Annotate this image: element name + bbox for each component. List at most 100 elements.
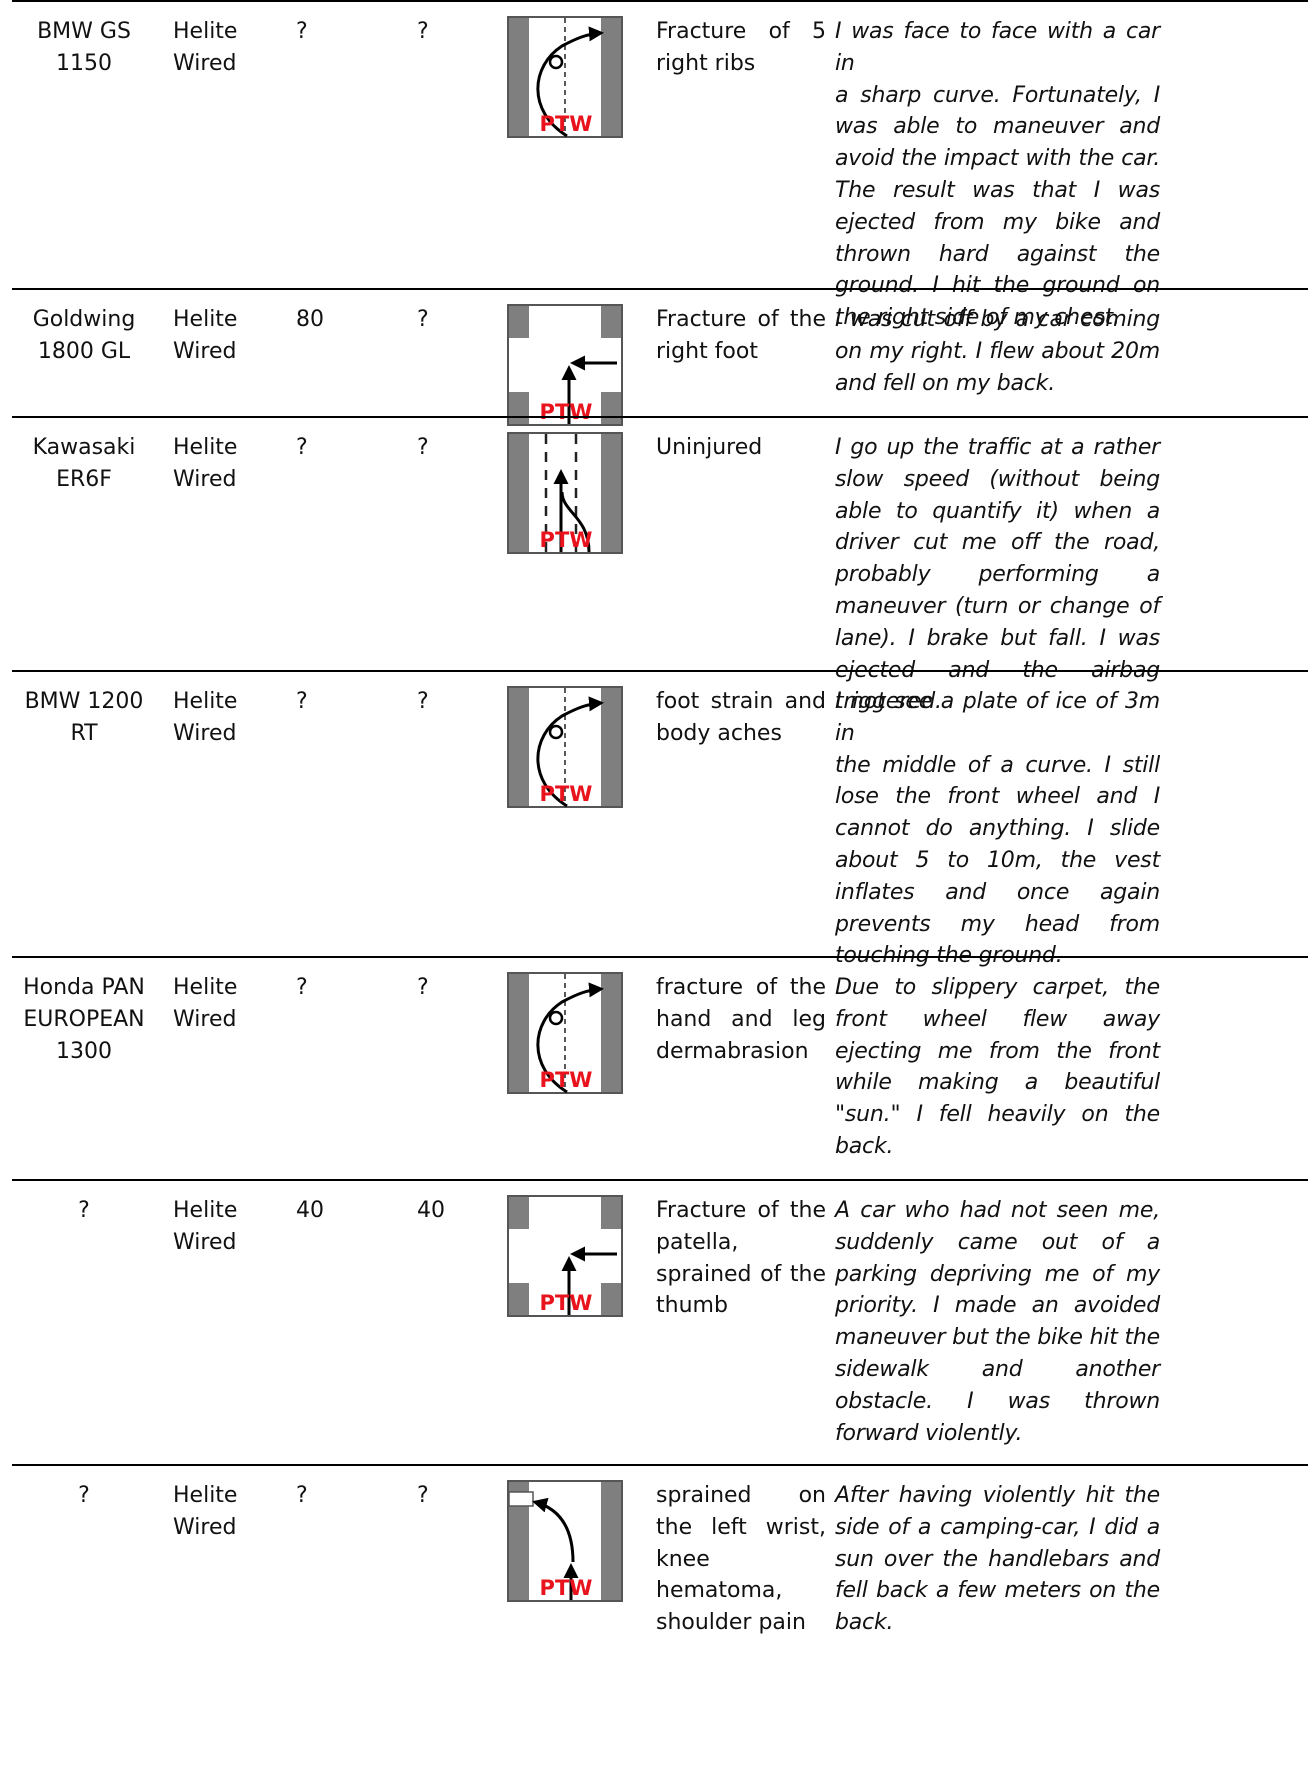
ptw-speed: ? — [296, 435, 308, 460]
accident-narrative-line: I go up the traffic at a rather — [835, 435, 1160, 460]
car-cut-in-arrow — [560, 491, 591, 553]
impact-speed: ? — [417, 307, 429, 332]
accident-narrative-line: Due to slippery carpet, the — [835, 975, 1160, 1000]
accident-narrative: I was cut off by a car coming on my right… — [835, 304, 1160, 399]
row-divider — [12, 956, 1308, 958]
accident-narrative-line: sidewalk and another — [835, 1356, 1160, 1382]
ptw-label: PTW — [540, 1068, 593, 1092]
pavement-top-left — [509, 1197, 529, 1229]
row-divider — [12, 416, 1308, 418]
airbag-type: Helite Wired — [173, 16, 283, 80]
injury-description-line: shoulder pain — [656, 1610, 806, 1636]
accident-narrative-line: back. — [835, 1133, 894, 1159]
accident-narrative-line: on my right. I flew about 20m — [835, 338, 1160, 364]
pavement-left — [509, 688, 529, 806]
injury-description-line: knee — [656, 1546, 710, 1572]
accident-narrative-line: The result was that I was — [835, 177, 1160, 203]
accident-narrative-line: obstacle. I was thrown — [835, 1388, 1160, 1414]
accident-narrative-line: lose the front wheel and I — [835, 784, 1160, 810]
accident-diagram: PTW — [507, 1480, 623, 1602]
airbag-type: Helite Wired — [173, 972, 283, 1036]
accident-narrative-line: slow speed (without being — [835, 466, 1160, 492]
accident-narrative: I go up the traffic at a rather slow spee… — [835, 432, 1160, 718]
accident-narrative: I not see a plate of ice of 3m in the mid… — [835, 686, 1160, 972]
motorcycle-model-line: RT — [70, 720, 98, 746]
injury-description-line: sprained of the — [656, 1261, 826, 1287]
accident-diagram: PTW — [507, 1195, 623, 1317]
injury-description: Fracture of the right foot — [656, 304, 826, 368]
accident-narrative-line: I was cut off by a car coming — [835, 307, 1160, 332]
accident-narrative-line: "sun." I fell heavily on the — [835, 1102, 1160, 1128]
accident-narrative-line: ground. I hit the ground on — [835, 273, 1160, 299]
airbag-type-line: Helite — [173, 1483, 238, 1508]
accident-narrative-line: a sharp curve. Fortunately, I — [835, 82, 1160, 108]
accident-narrative-line: thrown hard against the — [835, 241, 1160, 267]
injury-description: Uninjured — [656, 432, 826, 464]
accident-narrative-line: ejected from my bike and — [835, 209, 1160, 235]
airbag-type-line: Helite — [173, 1198, 238, 1223]
diagram-frame — [507, 686, 623, 808]
accident-narrative-line: while making a beautiful — [835, 1070, 1160, 1096]
row-divider — [12, 670, 1308, 672]
injury-description-line: Fracture of the — [656, 307, 826, 332]
pavement-bottom-right — [601, 392, 621, 424]
injury-description-line: Fracture of 5 — [656, 19, 826, 44]
accident-narrative-line: fell back a few meters on the — [835, 1578, 1160, 1604]
motorcycle-model: Honda PAN EUROPEAN 1300 — [12, 972, 156, 1067]
accident-narrative-line: ejecting me from the front — [835, 1038, 1160, 1064]
impact-speed: ? — [417, 1483, 429, 1508]
motorcycle-model: BMW 1200 RT — [12, 686, 156, 750]
motorcycle-model: Goldwing 1800 GL — [12, 304, 156, 368]
accident-diagram: PTW — [507, 304, 623, 426]
airbag-type-line: Wired — [173, 1514, 237, 1540]
side-road-gap — [508, 1491, 534, 1507]
accident-narrative-line: back. — [835, 1610, 894, 1636]
accident-narrative-line: was able to maneuver and — [835, 114, 1160, 140]
airbag-type: Helite Wired — [173, 686, 283, 750]
accident-narrative-line: maneuver (turn or change of — [835, 593, 1160, 619]
accident-narrative-line: forward violently. — [835, 1420, 1023, 1446]
motorcycle-model-line: ? — [78, 1198, 90, 1223]
pavement-right — [601, 688, 621, 806]
accident-narrative-line: about 5 to 10m, the vest — [835, 847, 1160, 873]
pavement-right — [601, 1482, 621, 1600]
impact-speed: ? — [417, 689, 429, 714]
diagram-frame — [507, 972, 623, 1094]
accident-narrative-line: After having violently hit the — [835, 1483, 1160, 1508]
impact-speed: ? — [417, 435, 429, 460]
injury-description-line: right foot — [656, 338, 758, 364]
impact-point — [548, 54, 564, 70]
ptw-trajectory-arrow — [536, 696, 604, 808]
ptw-label: PTW — [540, 112, 593, 136]
airbag-type-line: Wired — [173, 466, 237, 492]
airbag-type-line: Wired — [173, 1006, 237, 1032]
injury-description: sprained on the left wrist, knee hematoma, s… — [656, 1480, 826, 1639]
accident-narrative-line: the right side of my chest. — [835, 305, 1120, 331]
ptw-turn-arrow — [532, 1497, 575, 1563]
accident-narrative: Due to slippery carpet, the front wheel f… — [835, 972, 1160, 1163]
motorcycle-model-line: Kawasaki — [32, 435, 136, 460]
accident-diagram: PTW — [507, 686, 623, 808]
airbag-type-line: Wired — [173, 720, 237, 746]
airbag-type: Helite Wired — [173, 304, 283, 368]
accident-narrative-line: front wheel flew away — [835, 1006, 1160, 1032]
pavement-bottom-right — [601, 1283, 621, 1315]
accident-narrative-line: able to quantify it) when a — [835, 498, 1160, 524]
ptw-speed: 40 — [296, 1198, 324, 1223]
accident-narrative-line: touching the ground. — [835, 943, 1063, 969]
injury-description: Fracture of the patella, sprained of the th… — [656, 1195, 826, 1322]
impact-point — [548, 1010, 564, 1026]
motorcycle-model: Kawasaki ER6F — [12, 432, 156, 496]
injury-description-line: fracture of the — [656, 975, 826, 1000]
pavement-right — [601, 974, 621, 1092]
pavement-top-left — [509, 306, 529, 338]
accident-narrative: I was face to face with a car in a sharp … — [835, 16, 1160, 334]
ptw-speed: 80 — [296, 307, 324, 332]
ptw-label: PTW — [540, 400, 593, 424]
impact-speed: ? — [417, 19, 429, 44]
airbag-type-line: Helite — [173, 975, 238, 1000]
accident-narrative-line: side of a camping-car, I did a — [835, 1514, 1160, 1540]
injury-description-line: foot strain and — [656, 689, 826, 714]
injury-description-line: Uninjured — [656, 435, 763, 460]
ptw-label: PTW — [540, 528, 593, 552]
